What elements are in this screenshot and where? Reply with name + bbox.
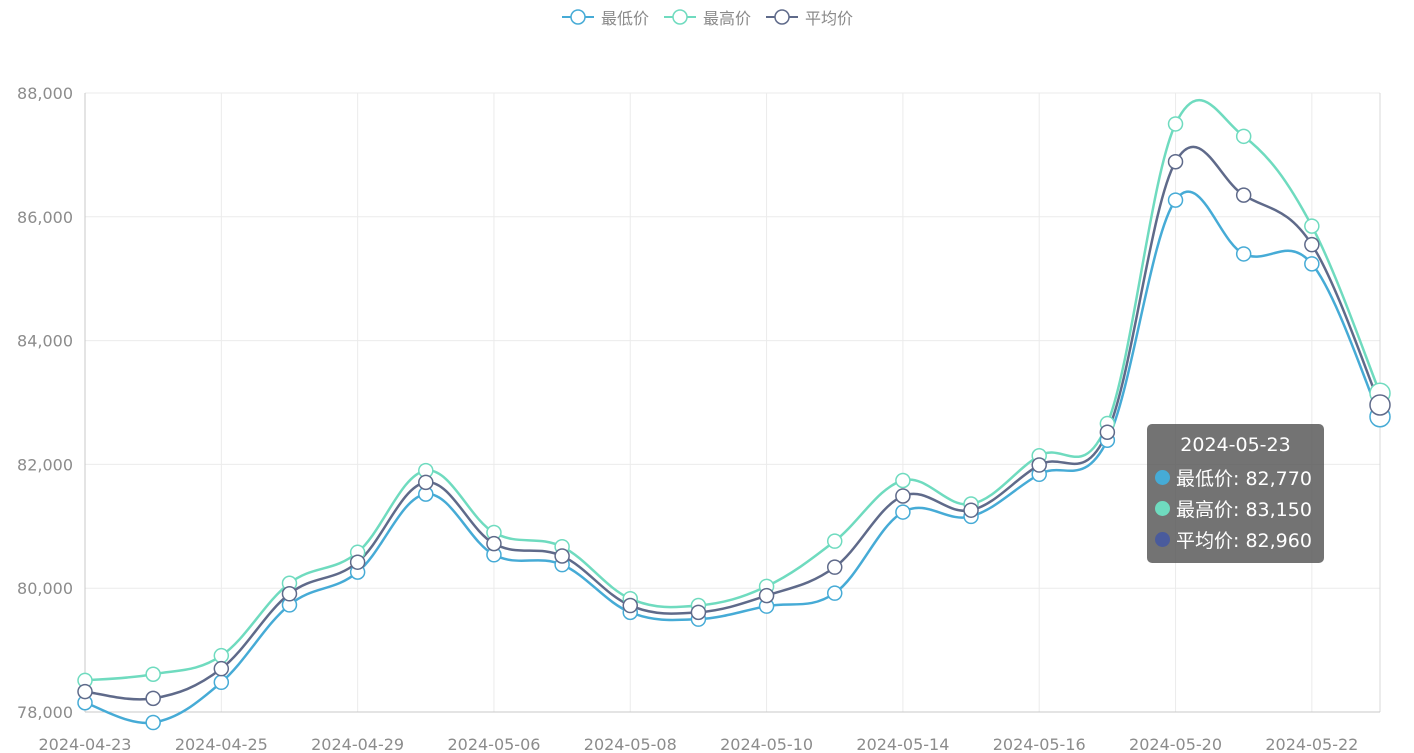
- y-tick-label: 84,000: [17, 332, 73, 351]
- x-tick-label: 2024-05-16: [993, 735, 1086, 753]
- legend-item-high[interactable]: 最高价: [663, 5, 751, 29]
- data-point: [1167, 192, 1184, 208]
- axes: [84, 93, 1381, 713]
- x-tick-label: 2024-04-29: [311, 735, 404, 753]
- data-point: [77, 683, 93, 700]
- tooltip-avg-dot-icon: [1155, 532, 1170, 547]
- data-point: [281, 586, 298, 602]
- chart-legend: 最低价 最高价 平均价: [0, 5, 1414, 29]
- tooltip-row-high: 最高价: 83,150: [1155, 493, 1324, 524]
- x-axis-labels: 2024-04-23 2024-04-25 2024-04-29 2024-05-06…: [39, 735, 1359, 753]
- data-point: [554, 548, 570, 564]
- x-tick-label: 2024-05-22: [1265, 735, 1358, 753]
- y-tick-label: 88,000: [17, 84, 73, 103]
- legend-low-marker-icon: [561, 9, 594, 25]
- grid-lines: [85, 92, 1380, 713]
- data-point: [418, 474, 434, 491]
- x-tick-label: 2024-04-25: [175, 735, 268, 753]
- data-point: [349, 554, 366, 570]
- y-tick-label: 80,000: [17, 579, 73, 598]
- y-tick-label: 86,000: [17, 208, 73, 227]
- tooltip: 2024-05-23 最低价: 82,770 最高价: 83,150 平均价: …: [1147, 424, 1324, 563]
- data-point: [145, 714, 161, 731]
- data-point: [1304, 236, 1320, 253]
- legend-label-low: 最低价: [600, 9, 649, 28]
- tooltip-title: 2024-05-23: [1180, 434, 1291, 456]
- legend-item-avg[interactable]: 平均价: [765, 5, 853, 29]
- series-line-2: [84, 145, 1382, 701]
- data-point: [963, 502, 979, 518]
- legend-label-avg: 平均价: [805, 9, 854, 28]
- y-axis-labels: 78,000 80,000 82,000 84,000 86,000 88,000: [17, 84, 73, 722]
- data-point: [1369, 394, 1391, 416]
- y-tick-label: 78,000: [17, 703, 73, 722]
- tooltip-row-avg: 平均价: 82,960: [1155, 524, 1324, 555]
- data-point: [145, 666, 161, 682]
- tooltip-low-value: 最低价: 82,770: [1176, 468, 1312, 490]
- tooltip-low-dot-icon: [1155, 470, 1170, 485]
- series-line-1: [84, 98, 1382, 682]
- data-point: [826, 559, 843, 575]
- tooltip-high-value: 最高价: 83,150: [1176, 499, 1312, 521]
- data-point: [486, 535, 502, 552]
- data-point: [622, 597, 639, 614]
- data-point: [213, 647, 230, 664]
- tooltip-avg-value: 平均价: 82,960: [1176, 530, 1312, 552]
- data-point: [1304, 218, 1320, 234]
- data-point: [145, 690, 161, 707]
- tooltip-row-low: 最低价: 82,770: [1155, 462, 1324, 493]
- data-point: [895, 472, 911, 489]
- y-tick-label: 82,000: [17, 455, 73, 474]
- data-point: [1031, 457, 1047, 473]
- series-line-0: [84, 190, 1382, 725]
- data-point: [213, 660, 230, 677]
- data-point: [690, 604, 707, 621]
- x-tick-label: 2024-05-14: [856, 735, 949, 753]
- data-point: [1235, 128, 1252, 145]
- series-layer: [77, 98, 1391, 731]
- legend-label-high: 最高价: [702, 9, 751, 28]
- legend-avg-marker-icon: [766, 9, 798, 25]
- x-tick-label: 2024-05-20: [1129, 735, 1222, 753]
- x-tick-label: 2024-05-10: [720, 735, 813, 753]
- data-point: [758, 587, 775, 604]
- data-point: [1167, 153, 1184, 170]
- data-point: [826, 585, 843, 601]
- data-point: [1167, 116, 1184, 132]
- data-point: [213, 674, 230, 691]
- legend-item-low[interactable]: 最低价: [561, 5, 649, 29]
- x-tick-label: 2024-05-06: [447, 735, 540, 753]
- data-point: [1235, 187, 1252, 203]
- data-point: [1304, 256, 1320, 272]
- tooltip-high-dot-icon: [1155, 501, 1170, 516]
- x-tick-label: 2024-05-08: [584, 735, 677, 753]
- data-point: [1235, 246, 1252, 262]
- data-point: [895, 488, 911, 504]
- x-tick-label: 2024-04-23: [39, 735, 132, 753]
- data-point: [1099, 424, 1116, 440]
- legend-high-marker-icon: [663, 9, 696, 25]
- data-point: [895, 504, 911, 520]
- data-point: [826, 533, 843, 549]
